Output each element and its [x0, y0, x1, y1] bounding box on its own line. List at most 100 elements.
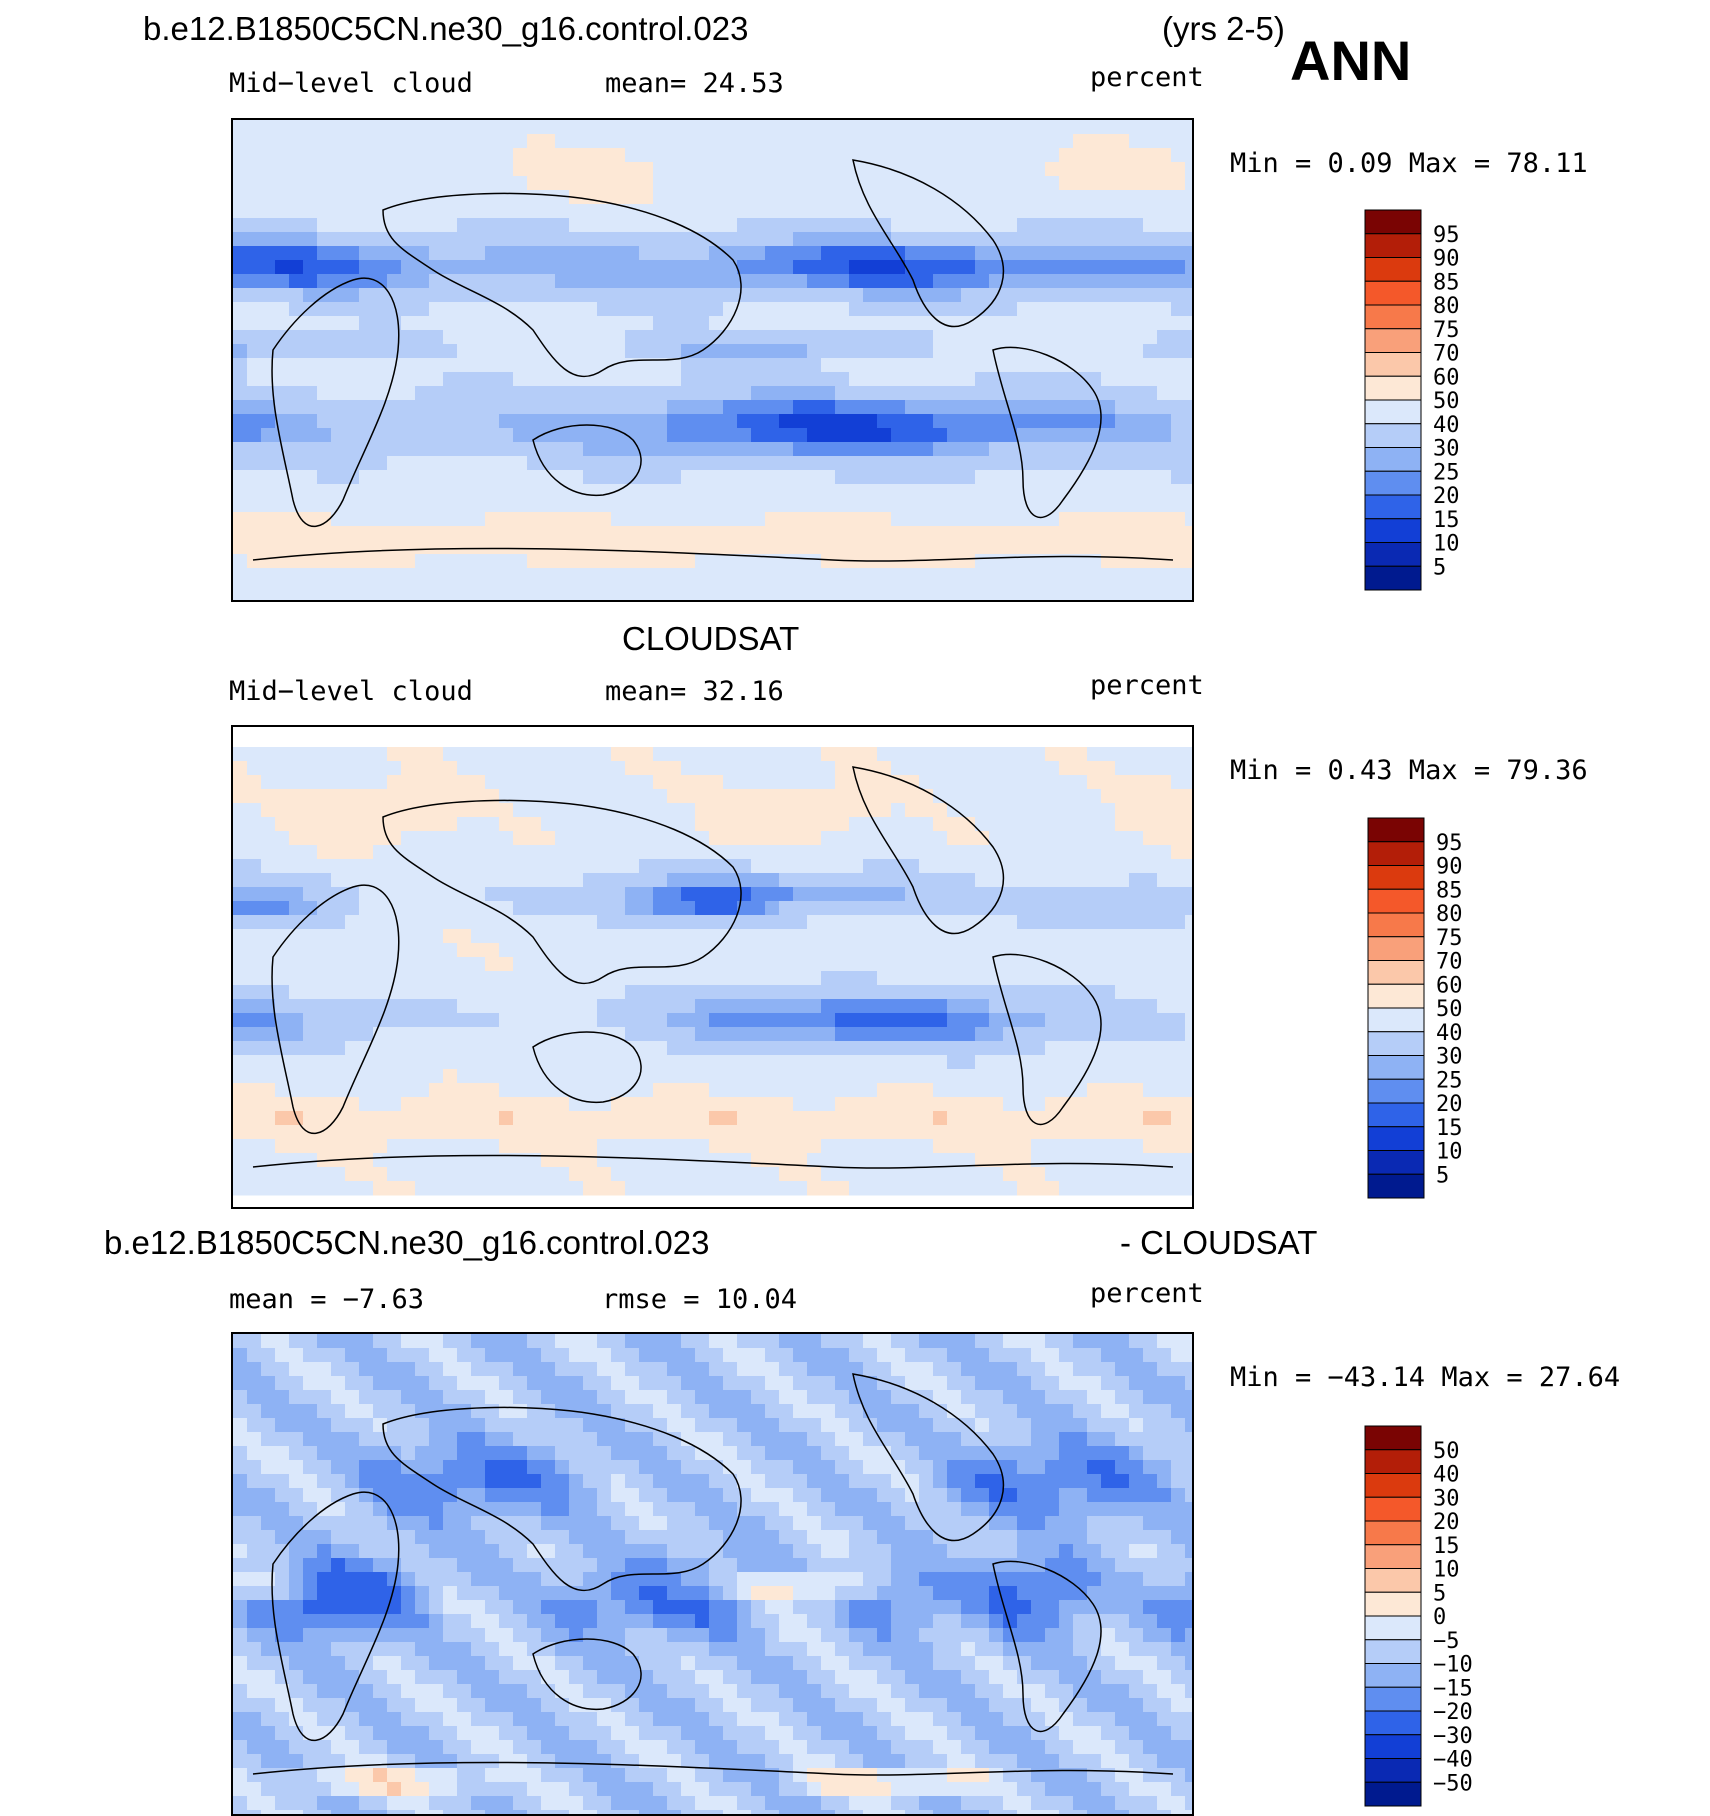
contour-cell — [1171, 943, 1186, 958]
contour-cell — [849, 428, 864, 443]
contour-cell — [919, 957, 934, 972]
contour-cell — [569, 1334, 584, 1349]
contour-cell — [443, 971, 458, 986]
contour-cell — [667, 134, 682, 149]
contour-cell — [1143, 498, 1158, 513]
contour-cell — [1059, 582, 1074, 597]
contour-cell — [247, 568, 262, 583]
contour-cell — [555, 540, 570, 555]
contour-cell — [1059, 1153, 1074, 1168]
contour-cell — [765, 1013, 780, 1028]
contour-cell — [681, 747, 696, 762]
contour-cell — [443, 148, 458, 163]
contour-cell — [1003, 162, 1018, 177]
contour-cell — [975, 887, 990, 902]
contour-cell — [1059, 747, 1074, 762]
contour-cell — [807, 526, 822, 541]
contour-cell — [1017, 957, 1032, 972]
contour-cell — [947, 288, 962, 303]
contour-cell — [1045, 1167, 1060, 1182]
contour-cell — [373, 1181, 388, 1196]
contour-cell — [653, 428, 668, 443]
contour-cell — [1059, 540, 1074, 555]
contour-cell — [975, 915, 990, 930]
contour-cell — [1003, 845, 1018, 860]
contour-cell — [345, 1348, 360, 1363]
contour-cell — [317, 1041, 332, 1056]
contour-cell — [1059, 246, 1074, 261]
contour-cell — [975, 414, 990, 429]
contour-cell — [359, 470, 374, 485]
contour-cell — [485, 302, 500, 317]
contour-cell — [667, 484, 682, 499]
contour-cell — [359, 761, 374, 776]
contour-cell — [1059, 761, 1074, 776]
contour-cell — [793, 470, 808, 485]
contour-cell — [1087, 218, 1102, 233]
contour-cell — [373, 386, 388, 401]
contour-cell — [485, 372, 500, 387]
contour-cell — [387, 1027, 402, 1042]
contour-cell — [653, 302, 668, 317]
contour-cell — [331, 176, 346, 191]
contour-cell — [947, 1334, 962, 1349]
contour-cell — [359, 316, 374, 331]
contour-cell — [373, 1139, 388, 1154]
contour-cell — [1017, 1362, 1032, 1377]
contour-cell — [611, 887, 626, 902]
contour-cell — [905, 971, 920, 986]
contour-cell — [625, 176, 640, 191]
contour-cell — [625, 1334, 640, 1349]
contour-cell — [1045, 985, 1060, 1000]
contour-cell — [541, 498, 556, 513]
contour-cell — [317, 330, 332, 345]
contour-cell — [569, 887, 584, 902]
contour-cell — [261, 190, 276, 205]
contour-cell — [443, 190, 458, 205]
contour-cell — [639, 484, 654, 499]
contour-cell — [1017, 1041, 1032, 1056]
contour-cell — [1171, 859, 1186, 874]
contour-cell — [597, 775, 612, 790]
contour-cell — [1017, 1153, 1032, 1168]
contour-cell — [961, 330, 976, 345]
contour-cell — [807, 929, 822, 944]
contour-cell — [625, 498, 640, 513]
contour-cell — [1017, 302, 1032, 317]
contour-cell — [611, 971, 626, 986]
contour-cell — [261, 498, 276, 513]
contour-cell — [961, 582, 976, 597]
contour-cell — [471, 148, 486, 163]
contour-cell — [1073, 484, 1088, 499]
contour-cell — [387, 456, 402, 471]
contour-cell — [1129, 929, 1144, 944]
contour-cell — [625, 120, 640, 135]
contour-cell — [947, 414, 962, 429]
contour-cell — [331, 1041, 346, 1056]
contour-cell — [457, 817, 472, 832]
contour-cell — [541, 120, 556, 135]
contour-cell — [933, 775, 948, 790]
contour-cell — [835, 274, 850, 289]
contour-cell — [1017, 358, 1032, 373]
contour-cell — [919, 442, 934, 457]
contour-cell — [1101, 999, 1116, 1014]
contour-cell — [681, 1376, 696, 1391]
contour-cell — [1073, 568, 1088, 583]
contour-cell — [471, 456, 486, 471]
contour-cell — [471, 232, 486, 247]
contour-cell — [387, 582, 402, 597]
contour-cell — [1129, 148, 1144, 163]
contour-cell — [261, 1041, 276, 1056]
contour-cell — [415, 148, 430, 163]
contour-cell — [275, 400, 290, 415]
contour-cell — [1003, 775, 1018, 790]
contour-cell — [583, 789, 598, 804]
contour-cell — [863, 484, 878, 499]
contour-cell — [443, 498, 458, 513]
contour-cell — [821, 831, 836, 846]
contour-cell — [905, 859, 920, 874]
contour-cell — [527, 568, 542, 583]
contour-cell — [779, 526, 794, 541]
contour-cell — [289, 274, 304, 289]
